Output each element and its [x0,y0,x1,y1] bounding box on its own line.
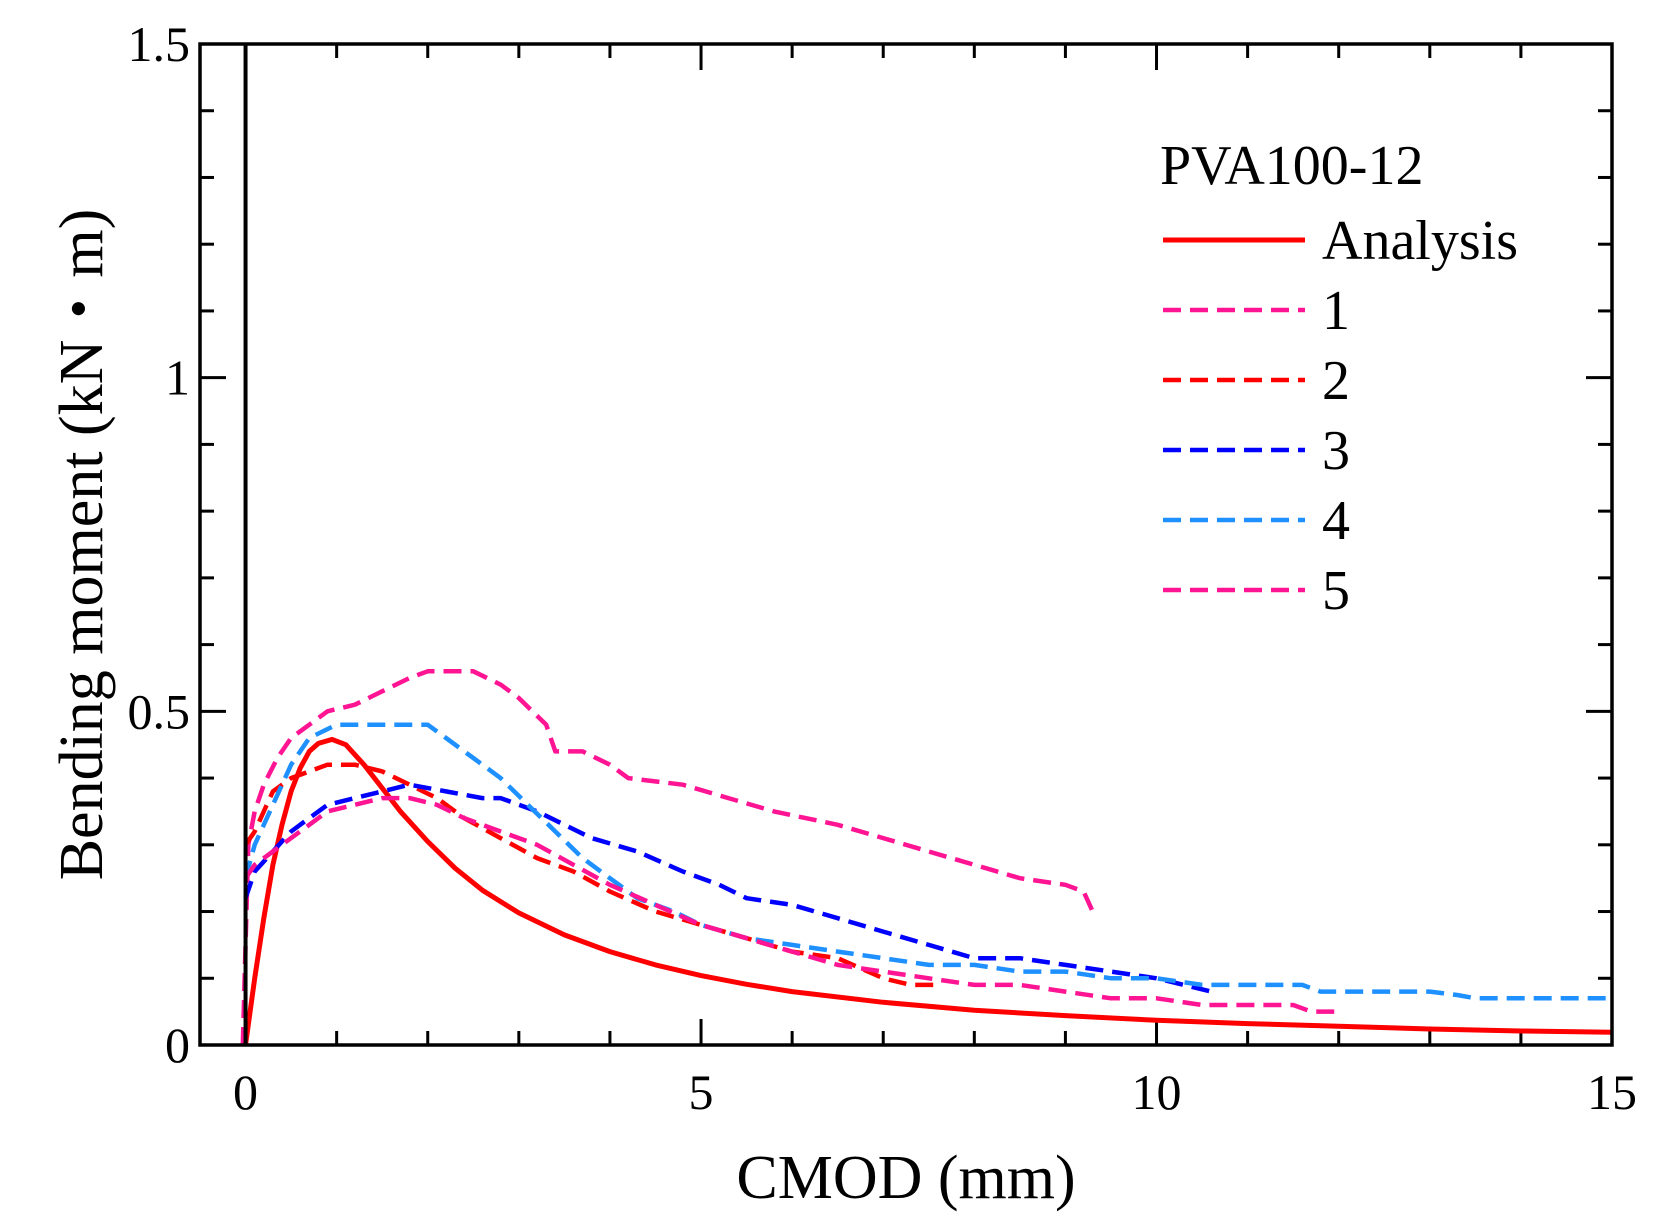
x-axis-title: CMOD (mm) [736,1144,1075,1212]
y-tick-label: 0 [165,1017,190,1073]
x-tick-label: 5 [689,1064,714,1120]
legend-label: 1 [1322,280,1350,342]
series-layer [240,669,1613,1046]
legend: PVA100-12 Analysis 1 2 3 4 5 [1160,135,1518,622]
series-line-5 [243,795,1339,1014]
legend-label: 2 [1322,350,1350,412]
x-tick-label: 0 [233,1064,258,1120]
y-axis-title: Bending moment (kN・m) [48,209,116,881]
legend-title: PVA100-12 [1160,135,1423,197]
x-tick-label: 10 [1132,1064,1182,1120]
y-tick-label: 1.5 [128,16,191,72]
legend-label: 5 [1322,560,1350,622]
axis-ticks [200,42,1614,1047]
series-line-analysis [243,736,1613,1046]
legend-label: Analysis [1322,210,1518,272]
x-tick-label: 15 [1587,1064,1637,1120]
legend-label: 4 [1322,490,1350,552]
series-line-4 [243,722,1612,1001]
series-line-3 [243,782,1212,994]
series-line-1 [240,669,1095,1046]
legend-label: 3 [1322,420,1350,482]
y-tick-label: 0.5 [128,683,191,739]
y-tick-label: 1 [165,350,190,406]
plot-frame [198,42,1614,1047]
